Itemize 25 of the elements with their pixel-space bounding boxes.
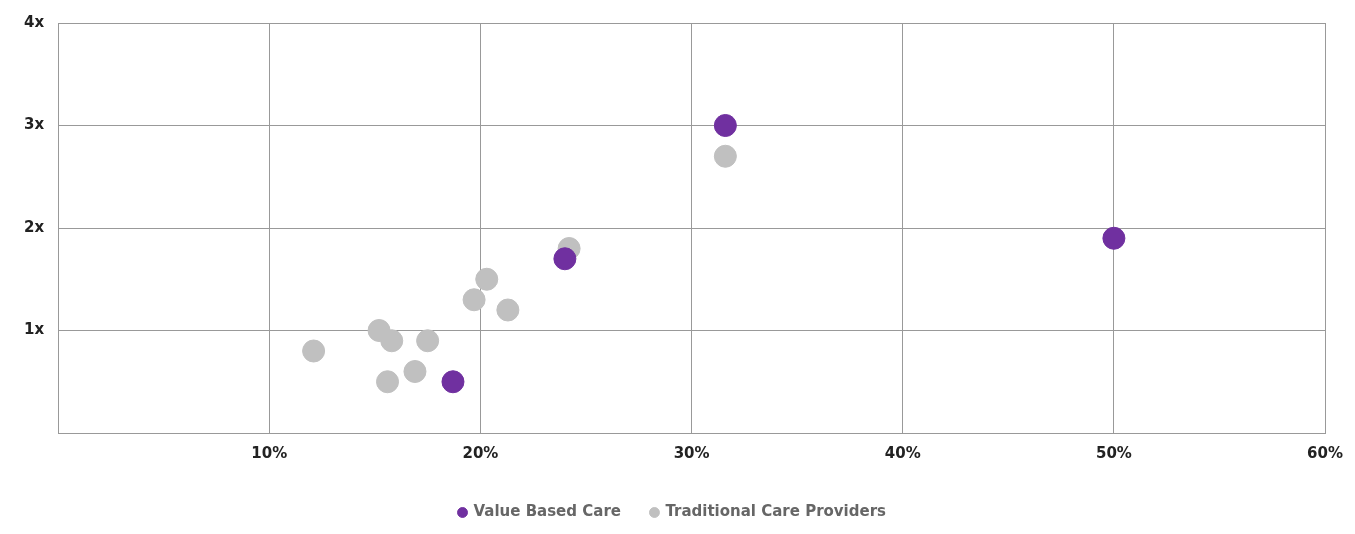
point (462, 288, 486, 312)
point (713, 114, 737, 137)
x-tick-label: 40% (884, 443, 921, 462)
point (553, 247, 577, 271)
point (475, 267, 499, 291)
x-tick-label: 30% (673, 443, 710, 462)
point (496, 298, 520, 322)
point (380, 329, 404, 353)
point (403, 360, 427, 383)
y-tick-label: 4x (23, 12, 45, 31)
point (376, 370, 400, 394)
y-tick-label: 3x (23, 115, 45, 134)
y-tick-label: 1x (23, 320, 45, 339)
legend-label: Traditional Care Providers (665, 502, 887, 521)
legend-label: Value Based Care (473, 502, 621, 521)
point (1102, 226, 1126, 250)
y-tick-label: 2x (23, 217, 45, 236)
point (441, 370, 465, 394)
point (713, 144, 737, 168)
point (302, 339, 326, 363)
x-tick-label: 60% (1307, 443, 1343, 462)
x-tick-label: 20% (462, 443, 499, 462)
x-tick-label: 50% (1095, 443, 1132, 462)
point (416, 329, 440, 353)
x-tick-label: 10% (251, 443, 288, 462)
